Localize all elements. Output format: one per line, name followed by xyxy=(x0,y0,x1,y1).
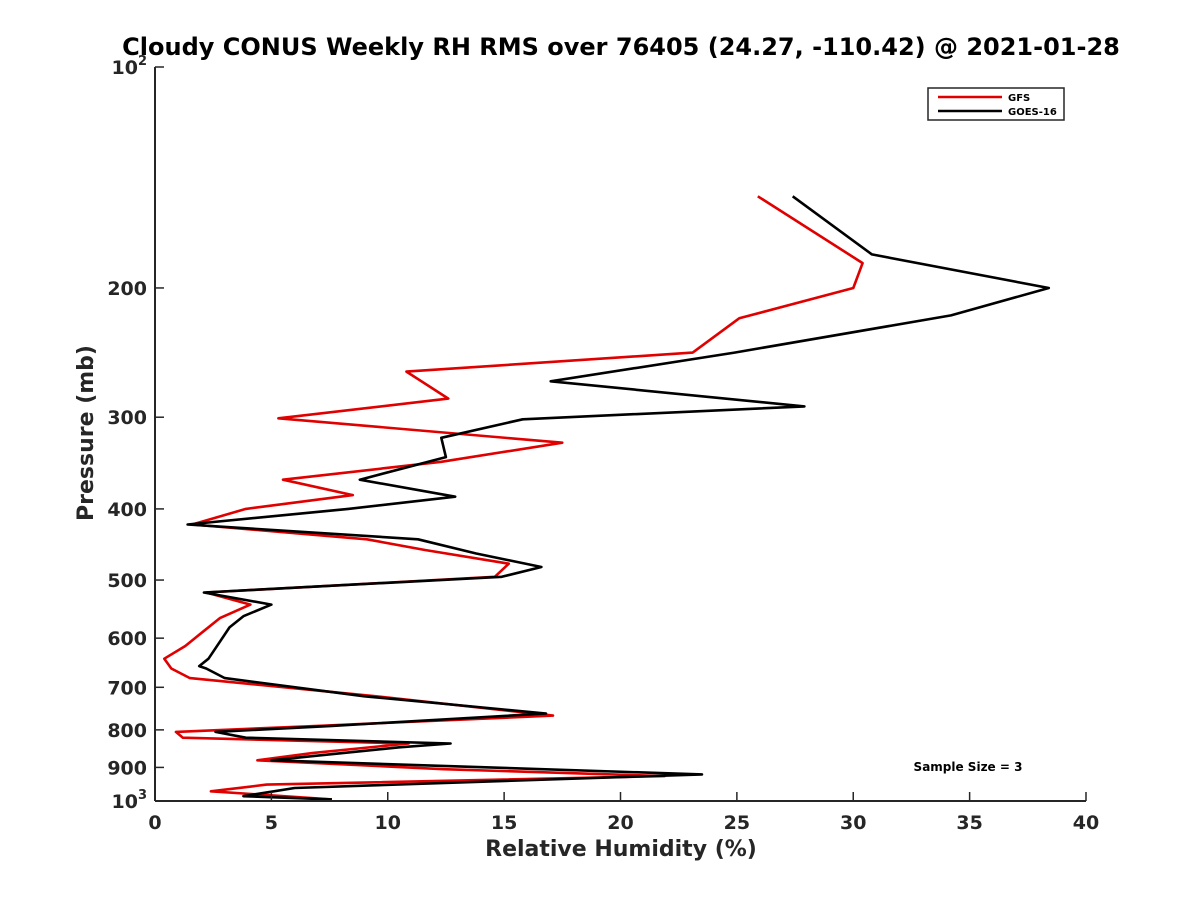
y-tick-label: 700 xyxy=(107,677,147,699)
x-tick-label: 35 xyxy=(956,812,982,834)
x-tick-label: 10 xyxy=(375,812,401,834)
y-tick-label: 500 xyxy=(107,570,147,592)
legend: GFS GOES-16 xyxy=(927,87,1065,121)
x-tick-label: 25 xyxy=(724,812,750,834)
legend-label-gfs: GFS xyxy=(1008,93,1030,104)
series-line-gfs xyxy=(163,195,864,801)
x-tick-label: 5 xyxy=(265,812,278,834)
y-tick-label: 200 xyxy=(107,278,147,300)
y-tick-label: 400 xyxy=(107,499,147,521)
x-axis-label: Relative Humidity (%) xyxy=(485,837,757,862)
sample-size-annotation: Sample Size = 3 xyxy=(914,760,1023,774)
y-tick-label: 300 xyxy=(107,407,147,429)
x-tick-label: 40 xyxy=(1073,812,1099,834)
chart-title: Cloudy CONUS Weekly RH RMS over 76405 (2… xyxy=(122,33,1120,61)
y-ticks: 102 200 300 400 500 600 700 800 900 103 xyxy=(107,54,164,813)
y-tick-label: 102 xyxy=(112,54,148,79)
y-axis-label: Pressure (mb) xyxy=(74,345,99,521)
series-layer xyxy=(163,195,1051,801)
x-tick-label: 15 xyxy=(491,812,517,834)
y-tick-label: 900 xyxy=(107,757,147,779)
y-tick-label: 800 xyxy=(107,720,147,742)
legend-box xyxy=(927,87,1065,121)
legend-label-goes16: GOES-16 xyxy=(1008,107,1057,118)
y-tick-label: 600 xyxy=(107,628,147,650)
x-ticks: 0 5 10 15 20 25 30 35 40 xyxy=(148,792,1099,834)
x-tick-label: 20 xyxy=(607,812,633,834)
series-line-goes-16 xyxy=(186,195,1051,801)
x-tick-label: 0 xyxy=(148,812,161,834)
x-tick-label: 30 xyxy=(840,812,866,834)
y-tick-label: 103 xyxy=(112,788,148,813)
